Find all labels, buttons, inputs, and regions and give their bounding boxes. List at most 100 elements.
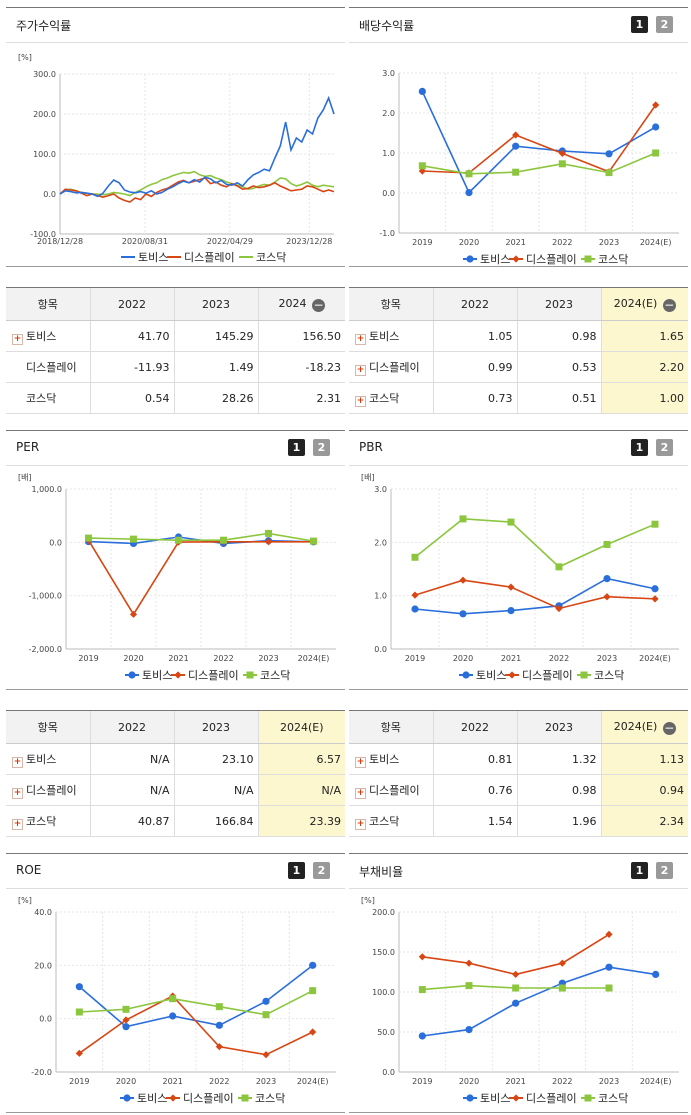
expand-icon[interactable]: + xyxy=(355,818,366,830)
panel-header: 부채비율 1 2 xyxy=(349,854,688,889)
y-tick-label: 3.0 xyxy=(374,485,387,494)
x-tick-label: 2019 xyxy=(78,654,98,663)
expand-icon[interactable]: + xyxy=(12,333,23,345)
cell: 1.32 xyxy=(516,743,601,775)
table-header: 항목 2022 2023 2024(E) xyxy=(6,710,345,744)
row-label[interactable]: + 코스닥 xyxy=(349,382,433,414)
cell: 0.98 xyxy=(516,774,601,806)
data-point xyxy=(605,169,613,177)
y-tick-label: -1.0 xyxy=(379,229,395,238)
col-2022: 2022 xyxy=(432,710,517,744)
view-2-button[interactable]: 2 xyxy=(656,439,673,456)
collapse-icon[interactable]: − xyxy=(662,297,676,312)
series-line-3 xyxy=(414,518,656,568)
view-2-button[interactable]: 2 xyxy=(313,862,330,879)
y-tick-label: 20.0 xyxy=(34,961,52,970)
legend-label: 디스플레이 xyxy=(188,669,239,682)
x-tick-label: 2023/12/28 xyxy=(286,237,332,246)
expand-icon[interactable]: + xyxy=(355,333,366,345)
expand-icon[interactable]: + xyxy=(12,756,23,768)
stock-return-panel: 주가수익률 [%] 300.0 200.0 100.0 0.0 -100.0 2018/1… xyxy=(6,7,345,267)
x-tick-label: 2019 xyxy=(405,654,425,663)
x-tick-label: 2021 xyxy=(505,1077,525,1086)
row-label: 디스플레이 xyxy=(6,351,90,383)
data-point xyxy=(85,534,92,542)
expand-icon[interactable]: + xyxy=(12,787,23,799)
data-point xyxy=(241,1094,249,1102)
data-point xyxy=(175,536,182,544)
table-row: + 토비스 41.70 145.29 156.50 xyxy=(6,320,345,352)
view-1-button[interactable]: 1 xyxy=(631,16,648,33)
unit-label: [배] xyxy=(361,473,375,482)
panel-title: 배당수익률 xyxy=(359,19,415,33)
series-line-2 xyxy=(87,539,314,616)
x-tick-label: 2023 xyxy=(599,1077,619,1086)
row-label[interactable]: + 토비스 xyxy=(349,320,433,352)
view-1-button[interactable]: 1 xyxy=(288,439,305,456)
data-point xyxy=(512,970,520,978)
y-tick-label: 2.0 xyxy=(382,109,395,118)
row-label[interactable]: + 코스닥 xyxy=(349,805,433,837)
data-point xyxy=(246,671,254,679)
collapse-icon[interactable]: − xyxy=(662,720,676,735)
series-line-3 xyxy=(59,170,335,197)
x-tick-label: 2018/12/28 xyxy=(37,237,83,246)
data-point xyxy=(555,604,563,613)
cell: 1.96 xyxy=(516,805,601,837)
y-tick-label: 100.0 xyxy=(33,150,56,159)
row-label[interactable]: + 토비스 xyxy=(6,320,90,352)
view-1-button[interactable]: 1 xyxy=(288,862,305,879)
expand-icon[interactable]: + xyxy=(355,756,366,768)
view-2-button[interactable]: 2 xyxy=(313,439,330,456)
roe-panel: ROE 1 2 [%] 40.0 20.0 0.0 -20.0 2019 2020 2021… xyxy=(6,853,345,1113)
y-tick-label: 1.0 xyxy=(382,149,395,158)
panel-header: 배당수익률 1 2 xyxy=(349,8,688,43)
expand-icon[interactable]: + xyxy=(12,818,23,830)
expand-icon[interactable]: + xyxy=(355,787,366,799)
table-row: 코스닥 0.54 28.26 2.31 xyxy=(6,382,345,414)
view-2-button[interactable]: 2 xyxy=(656,862,673,879)
expand-icon[interactable]: + xyxy=(355,395,366,407)
series-line-3 xyxy=(79,989,314,1016)
collapse-icon[interactable]: − xyxy=(312,297,325,312)
view-1-button[interactable]: 1 xyxy=(631,862,648,879)
view-2-button[interactable]: 2 xyxy=(656,16,673,33)
cell: 0.54 xyxy=(89,382,174,414)
cell: 0.94 xyxy=(600,774,688,806)
row-label[interactable]: + 디스플레이 xyxy=(349,351,433,383)
view-1-button[interactable]: 1 xyxy=(631,439,648,456)
data-point xyxy=(465,982,473,990)
x-tick-label: 2020 xyxy=(116,1077,136,1086)
x-tick-label: 2021 xyxy=(168,654,188,663)
data-point xyxy=(262,1011,270,1019)
legend-label: 코스닥 xyxy=(255,1092,285,1105)
legend-label: 코스닥 xyxy=(598,1092,628,1105)
per-table: 항목 2022 2023 2024(E) + 토비스 N/A 23.10 6.57… xyxy=(6,710,345,837)
row-label-text: 디스플레이 xyxy=(369,783,420,797)
roe-chart: [%] 40.0 20.0 0.0 -20.0 2019 2020 2021 2022 2023… xyxy=(18,896,336,1105)
row-label[interactable]: + 디스플레이 xyxy=(349,774,433,806)
legend-label: 코스닥 xyxy=(260,669,290,682)
data-point xyxy=(603,540,611,548)
y-tick-label: 150.0 xyxy=(372,948,395,957)
x-tick-label: 2022/04/29 xyxy=(207,237,253,246)
debt-ratio-panel: 부채비율 1 2 [%] 200.0 150.0 100.0 50.0 0.0 2019 2… xyxy=(349,853,688,1113)
data-point xyxy=(512,984,520,992)
x-tick-label: 2024(E) xyxy=(639,654,671,663)
row-label-text: 토비스 xyxy=(369,329,400,343)
series-line-1 xyxy=(59,95,335,198)
cell: 0.76 xyxy=(432,774,517,806)
y-tick-label: 0.0 xyxy=(49,538,62,547)
row-label[interactable]: + 토비스 xyxy=(349,743,433,775)
x-tick-label: 2022 xyxy=(552,238,572,247)
cell: 28.26 xyxy=(173,382,258,414)
legend-label: 디스플레이 xyxy=(522,669,573,682)
row-label[interactable]: + 코스닥 xyxy=(6,805,90,837)
expand-icon[interactable]: + xyxy=(355,364,366,376)
table-row: + 토비스 1.05 0.98 1.65 xyxy=(349,320,688,352)
data-point xyxy=(122,1023,130,1031)
row-label[interactable]: + 토비스 xyxy=(6,743,90,775)
cell: N/A xyxy=(257,774,345,806)
row-label[interactable]: + 디스플레이 xyxy=(6,774,90,806)
data-point xyxy=(652,970,660,978)
